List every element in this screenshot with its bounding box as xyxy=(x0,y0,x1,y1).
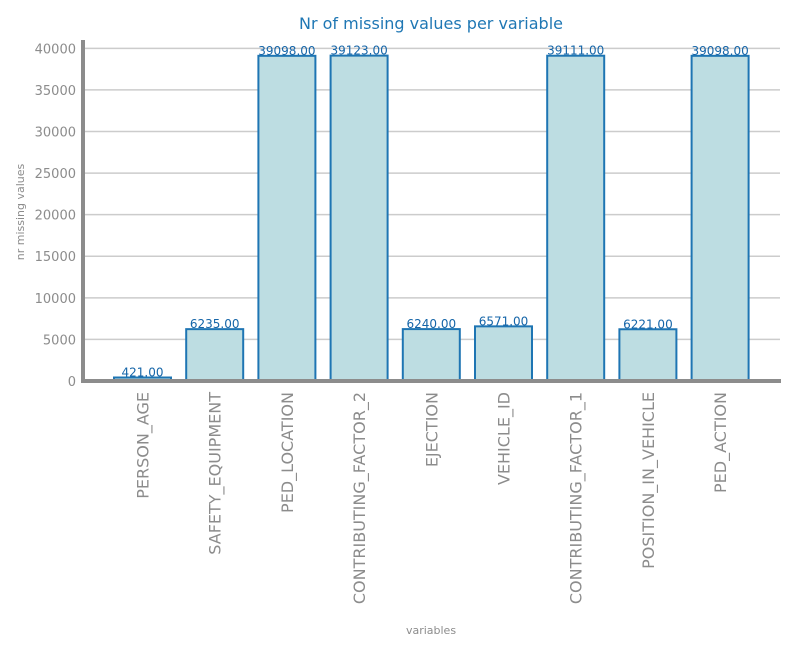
x-tick-label: CONTRIBUTING_FACTOR_1 xyxy=(567,392,587,604)
data-label: 6235.00 xyxy=(190,317,240,331)
data-label: 39098.00 xyxy=(691,44,748,58)
data-label: 39098.00 xyxy=(258,44,315,58)
x-tick-label: CONTRIBUTING_FACTOR_2 xyxy=(350,392,370,604)
x-tick-label: PED_LOCATION xyxy=(278,392,298,513)
bar-position-in-vehicle xyxy=(618,328,678,383)
x-tick-label: POSITION_IN_VEHICLE xyxy=(639,392,659,569)
x-tick-label: EJECTION xyxy=(422,392,441,467)
y-tick-label: 25000 xyxy=(35,167,76,182)
gridlines xyxy=(83,47,780,341)
y-tick-label: 40000 xyxy=(35,42,76,57)
bar-safety-equipment xyxy=(185,328,245,382)
data-label: 6221.00 xyxy=(623,317,673,331)
data-label: 39123.00 xyxy=(330,44,387,58)
y-tick-label: 30000 xyxy=(35,125,76,140)
y-tick-label: 35000 xyxy=(35,84,76,99)
x-tick-label: VEHICLE_ID xyxy=(495,392,515,485)
y-tick-label: 5000 xyxy=(43,333,76,348)
bar-vehicle-id xyxy=(474,325,533,382)
data-label: 39111.00 xyxy=(547,44,604,58)
bar-contributing-factor-1 xyxy=(546,54,606,383)
x-tick-label: SAFETY_EQUIPMENT xyxy=(206,392,226,555)
bar-contributing-factor-2 xyxy=(329,54,389,382)
x-axis-label: variables xyxy=(406,624,456,637)
data-label: 6571.00 xyxy=(479,314,529,328)
bar-ped-location xyxy=(257,54,317,383)
chart-title: Nr of missing values per variable xyxy=(299,14,563,33)
y-tick-label: 20000 xyxy=(35,209,76,224)
bars xyxy=(113,54,750,383)
y-tick-label: 10000 xyxy=(35,292,76,307)
y-tick-labels: 0 5000 10000 15000 20000 25000 30000 35000 40000 xyxy=(35,42,76,390)
bar-ejection xyxy=(401,328,461,383)
data-label: 421.00 xyxy=(122,365,164,379)
y-tick-label: 15000 xyxy=(35,250,76,265)
data-label: 6240.00 xyxy=(406,317,456,331)
bar-ped-action xyxy=(690,54,750,383)
x-tick-label: PED_ACTION xyxy=(711,392,731,493)
x-tick-labels: PERSON_AGE SAFETY_EQUIPMENT PED_LOCATION CO… xyxy=(134,392,732,604)
y-axis-label: nr missing values xyxy=(14,163,27,260)
y-tick-label: 0 xyxy=(68,375,76,390)
x-tick-label: PERSON_AGE xyxy=(134,392,154,499)
data-labels: 421.00 6235.00 39098.00 39123.00 6240.00 6571… xyxy=(122,44,749,380)
